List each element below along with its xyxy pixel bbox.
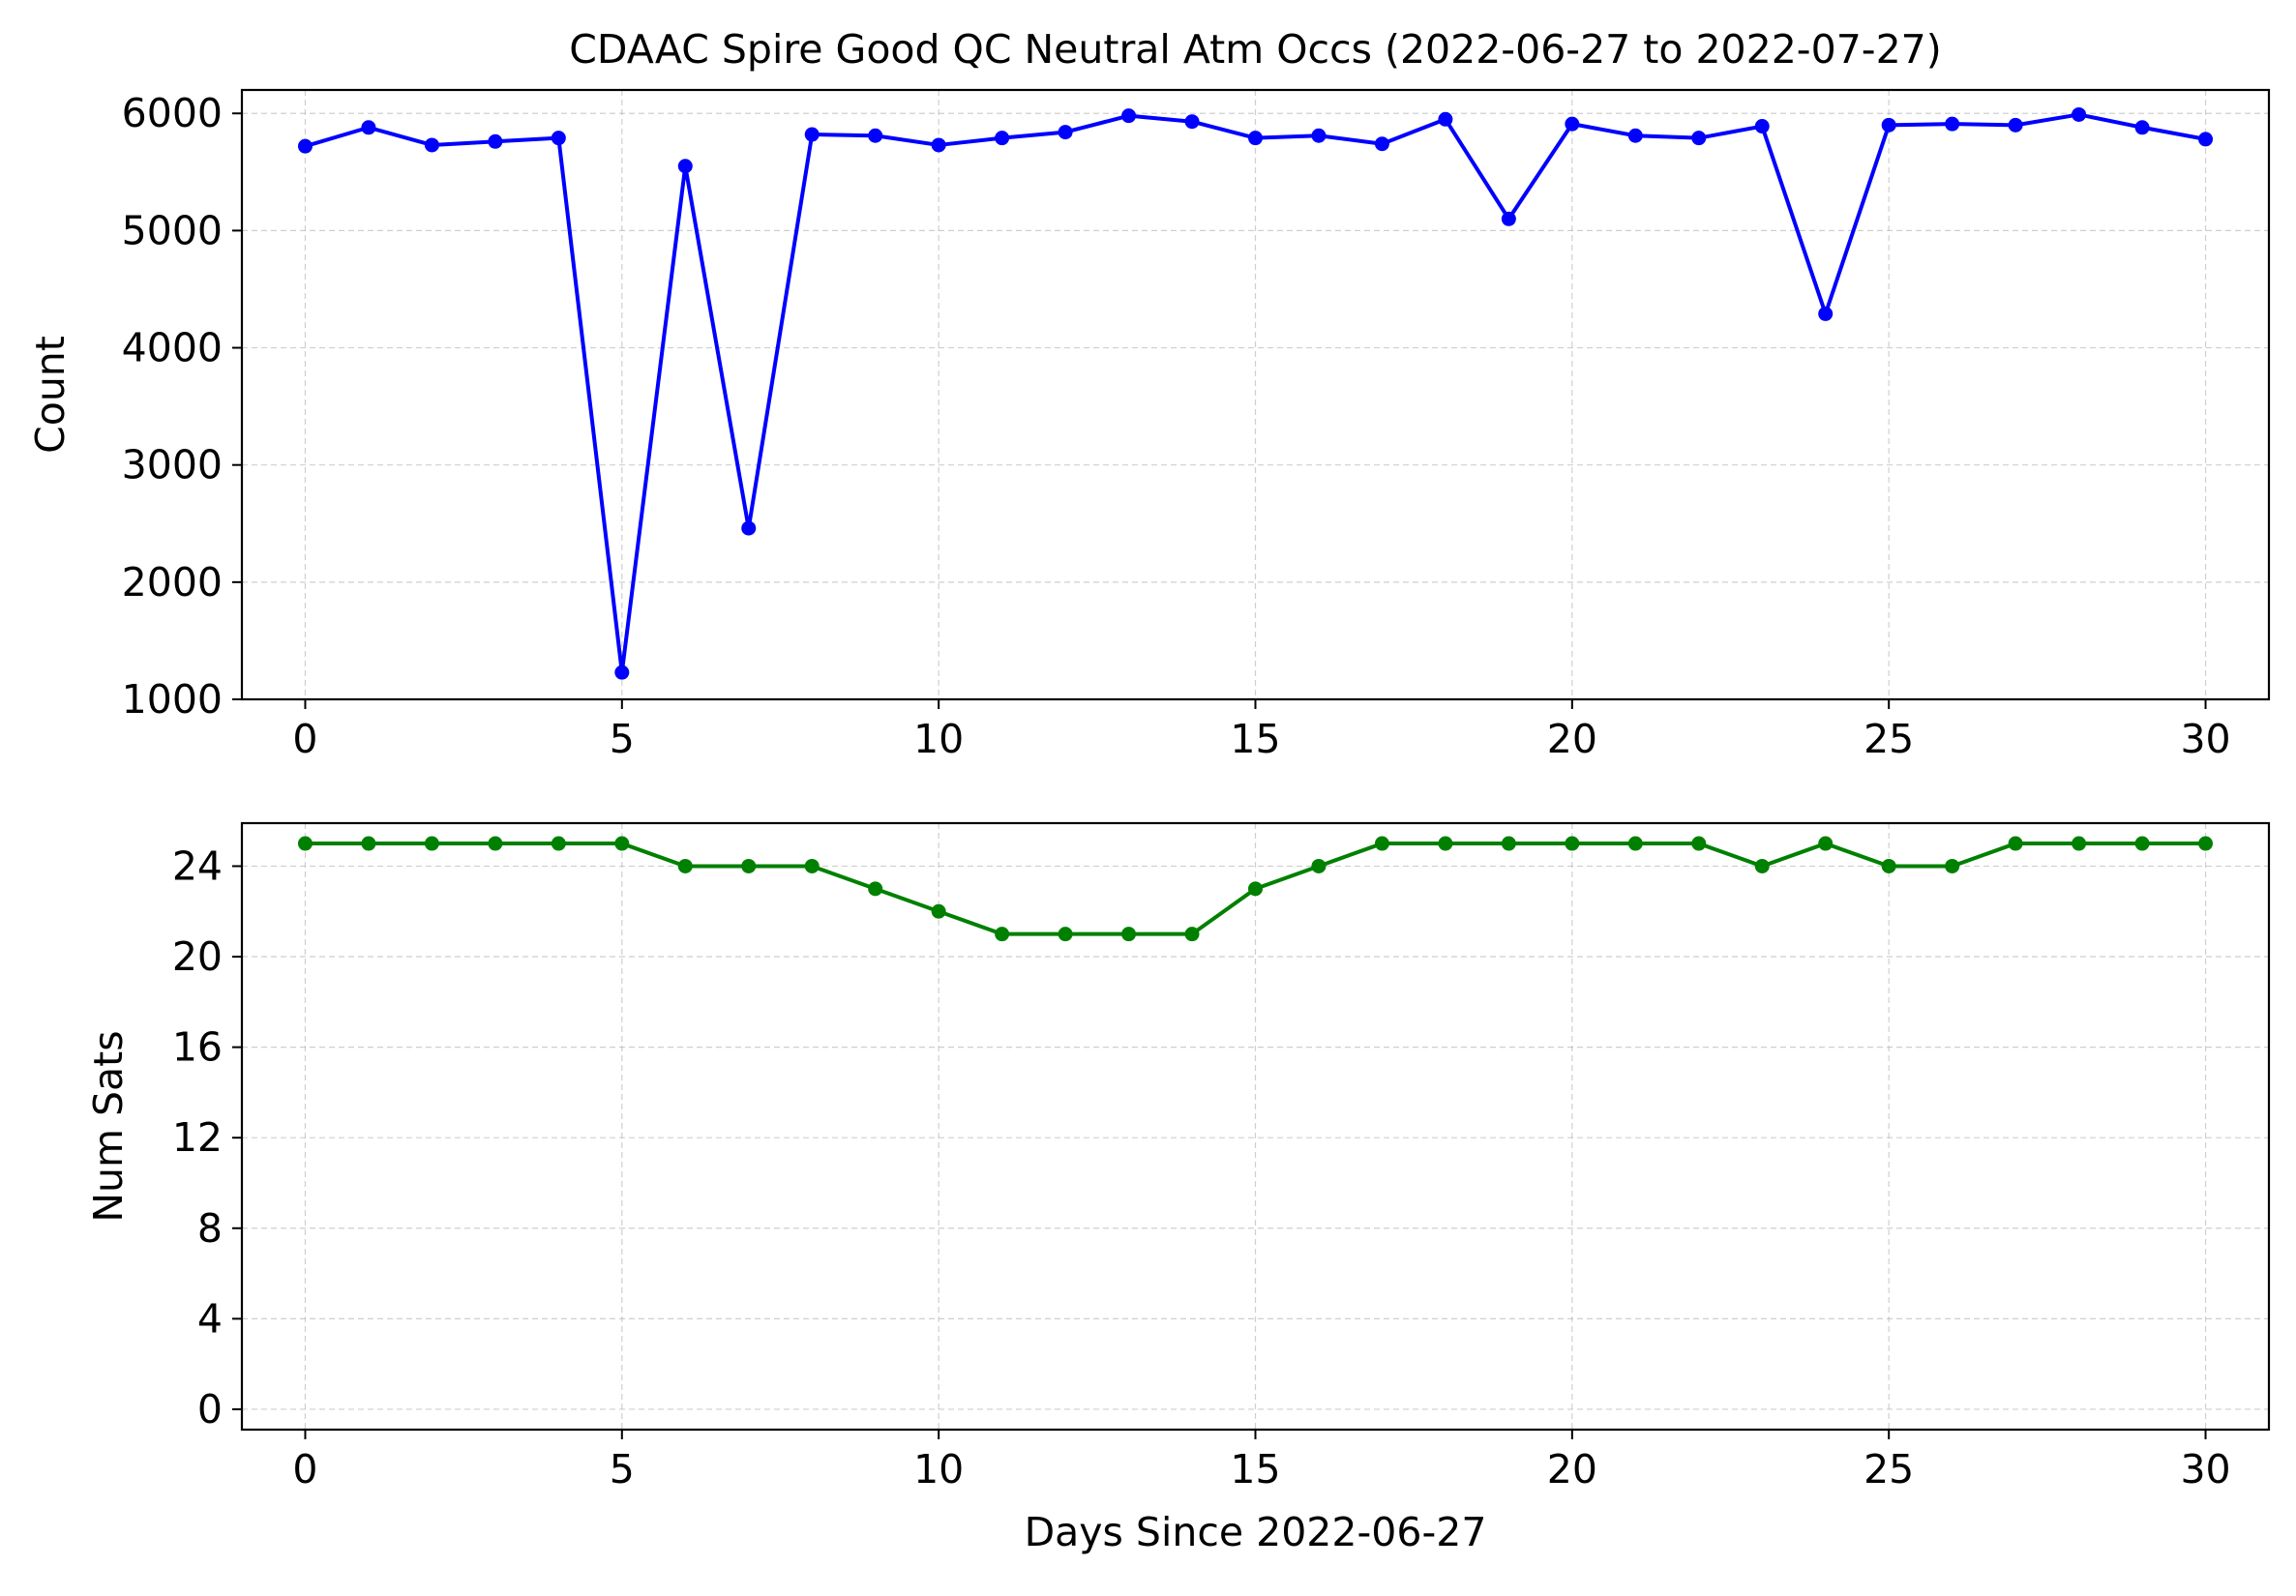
y-tick-label: 8	[197, 1205, 223, 1252]
data-point	[1121, 927, 1137, 942]
data-point	[488, 836, 503, 851]
x-tick-label: 20	[1547, 716, 1597, 762]
data-point	[1818, 836, 1834, 851]
x-tick-label: 0	[292, 1446, 317, 1493]
y-tick-label: 1000	[122, 676, 223, 723]
y-tick-label: 6000	[122, 90, 223, 136]
data-point	[931, 137, 946, 153]
x-tick-label: 30	[2180, 1446, 2230, 1493]
num-sats-chart: 0 5 10 15 20 25 30 0 4 8 12 16 20 24 Num Sats Days Sinc…	[85, 821, 2271, 1555]
data-point	[804, 127, 820, 142]
data-point	[1565, 116, 1580, 132]
data-point	[1881, 117, 1896, 133]
y-tick-label: 2000	[122, 559, 223, 606]
data-point	[2134, 120, 2150, 135]
data-point	[1184, 114, 1200, 130]
y-tick-label: 4	[197, 1295, 223, 1342]
data-point	[1374, 836, 1389, 851]
data-point	[551, 836, 566, 851]
data-point	[1248, 881, 1263, 897]
data-point	[2008, 836, 2023, 851]
y-tick-label: 20	[172, 933, 223, 980]
x-tick-label: 25	[1864, 716, 1914, 762]
data-point	[1311, 128, 1327, 143]
data-point	[995, 131, 1010, 146]
y-tick-label: 4000	[122, 325, 223, 371]
data-point	[741, 858, 757, 873]
data-point	[1627, 836, 1643, 851]
data-point	[1058, 125, 1073, 140]
x-tick-label: 25	[1864, 1446, 1914, 1493]
data-point	[488, 133, 503, 149]
data-point	[1818, 306, 1834, 321]
x-tick-label: 30	[2180, 716, 2230, 762]
data-point	[551, 131, 566, 146]
data-point	[361, 120, 376, 135]
count-chart: 0 5 10 15 20 25 30 1000 2000 3000 4000 5000 6000 CDAA…	[27, 26, 2271, 762]
x-tick-label: 15	[1230, 1446, 1280, 1493]
data-point	[2008, 117, 2023, 133]
x-tick-label: 10	[913, 716, 964, 762]
y-axis-label: Count	[27, 336, 74, 454]
y-tick-label: 3000	[122, 442, 223, 488]
data-point	[1945, 116, 1960, 132]
data-point	[1881, 858, 1896, 873]
x-tick-label: 10	[913, 1446, 964, 1493]
data-point	[2072, 106, 2087, 122]
data-point	[1438, 111, 1453, 127]
x-tick-label: 20	[1547, 1446, 1597, 1493]
data-point	[1184, 927, 1200, 942]
data-point	[614, 836, 630, 851]
data-point	[1058, 927, 1073, 942]
data-point	[1438, 836, 1453, 851]
data-point	[1121, 108, 1137, 124]
data-point	[804, 858, 820, 873]
x-axis-label: Days Since 2022-06-27	[1025, 1509, 1487, 1555]
data-point	[1501, 211, 1516, 226]
y-tick-label: 0	[197, 1386, 223, 1433]
data-point	[2198, 132, 2214, 147]
y-tick-label: 16	[172, 1024, 223, 1071]
y-tick-label: 24	[172, 842, 223, 889]
x-tick-label: 15	[1230, 716, 1280, 762]
data-point	[1374, 136, 1389, 152]
x-tick-label: 5	[610, 716, 635, 762]
data-point	[361, 836, 376, 851]
chart-title: CDAAC Spire Good QC Neutral Atm Occs (20…	[569, 26, 1941, 73]
x-tick-label: 0	[292, 716, 317, 762]
data-point	[1691, 131, 1707, 146]
data-point	[424, 836, 439, 851]
data-point	[1311, 858, 1327, 873]
x-tick-label: 5	[610, 1446, 635, 1493]
data-point	[1501, 836, 1516, 851]
data-point	[2198, 836, 2214, 851]
data-point	[2072, 836, 2087, 851]
plot-frame	[240, 821, 2271, 1432]
data-point	[297, 836, 313, 851]
y-tick-label: 12	[172, 1114, 223, 1161]
data-point	[868, 881, 883, 897]
data-point	[1248, 131, 1263, 146]
data-point	[1945, 858, 1960, 873]
data-point	[2134, 836, 2150, 851]
data-point	[1627, 128, 1643, 143]
data-point	[1565, 836, 1580, 851]
data-point	[1691, 836, 1707, 851]
data-point	[1754, 119, 1770, 134]
data-point	[995, 927, 1010, 942]
data-point	[424, 137, 439, 153]
data-point	[741, 520, 757, 536]
data-point	[297, 138, 313, 154]
plot-frame	[240, 88, 2271, 701]
data-point	[868, 128, 883, 143]
data-point	[1754, 858, 1770, 873]
data-point	[677, 159, 693, 174]
y-tick-label: 5000	[122, 207, 223, 253]
data-point	[614, 665, 630, 680]
data-point	[931, 903, 946, 919]
data-point	[677, 858, 693, 873]
y-axis-label: Num Sats	[85, 1030, 132, 1222]
